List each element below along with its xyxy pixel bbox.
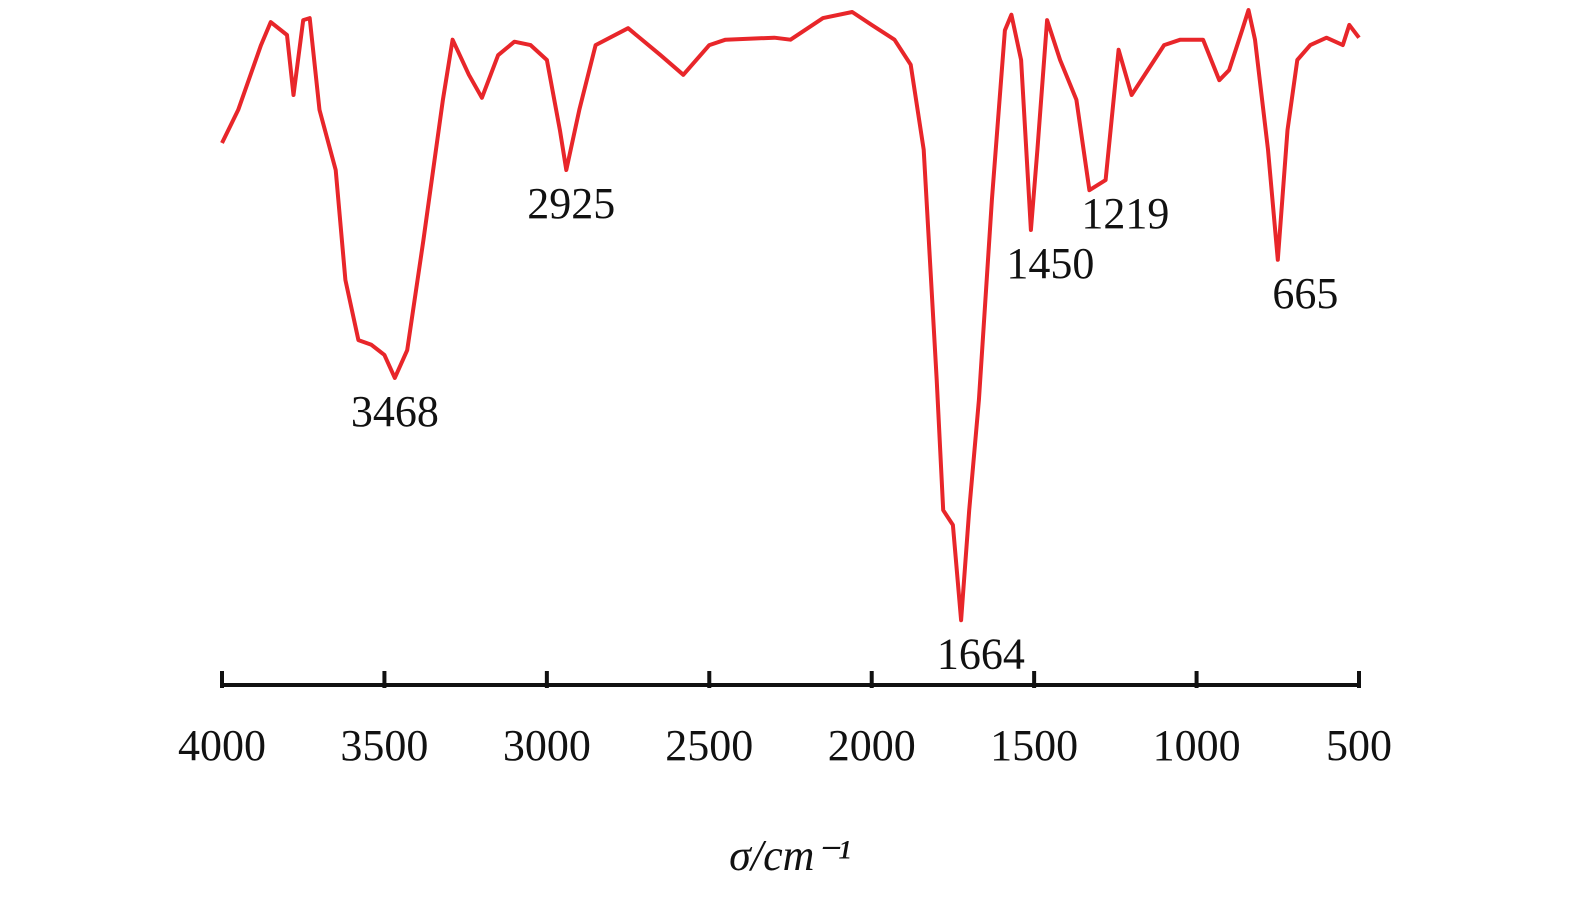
x-tick-label: 3000 [503, 721, 591, 770]
peak-label: 1664 [937, 629, 1025, 678]
x-tick-label: 1000 [1153, 721, 1241, 770]
x-tick-label: 500 [1326, 721, 1392, 770]
peak-label: 1450 [1006, 239, 1094, 288]
peak-label: 2925 [527, 179, 615, 228]
x-tick-label: 2000 [828, 721, 916, 770]
spectrum-line [220, 8, 1361, 623]
x-tick-label: 3500 [340, 721, 428, 770]
x-tick-label: 4000 [178, 721, 266, 770]
peak-label: 665 [1272, 269, 1338, 318]
x-tick-label: 2500 [665, 721, 753, 770]
x-tick-label: 1500 [990, 721, 1078, 770]
peak-label: 3468 [351, 387, 439, 436]
x-axis-label: σ/cm⁻¹ [729, 831, 851, 880]
peak-label: 1219 [1081, 189, 1169, 238]
